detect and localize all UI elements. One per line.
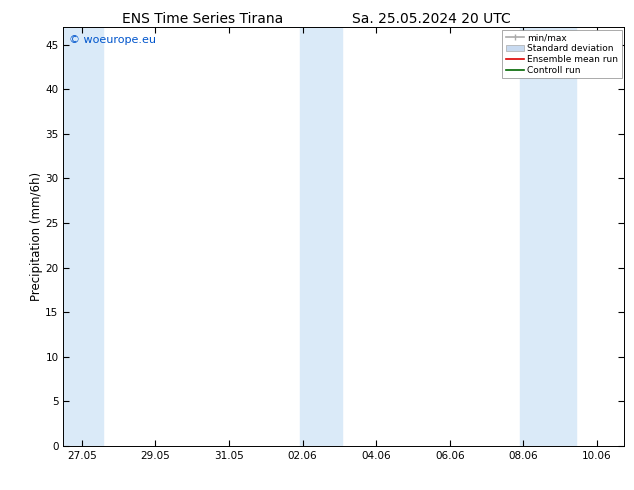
Legend: min/max, Standard deviation, Ensemble mean run, Controll run: min/max, Standard deviation, Ensemble me… bbox=[502, 30, 622, 78]
Text: Sa. 25.05.2024 20 UTC: Sa. 25.05.2024 20 UTC bbox=[352, 12, 510, 26]
Bar bbox=[300, 27, 342, 446]
Bar bbox=[63, 27, 103, 446]
Text: © woeurope.eu: © woeurope.eu bbox=[69, 35, 156, 46]
Bar bbox=[521, 27, 576, 446]
Y-axis label: Precipitation (mm/6h): Precipitation (mm/6h) bbox=[30, 172, 42, 301]
Text: ENS Time Series Tirana: ENS Time Series Tirana bbox=[122, 12, 283, 26]
